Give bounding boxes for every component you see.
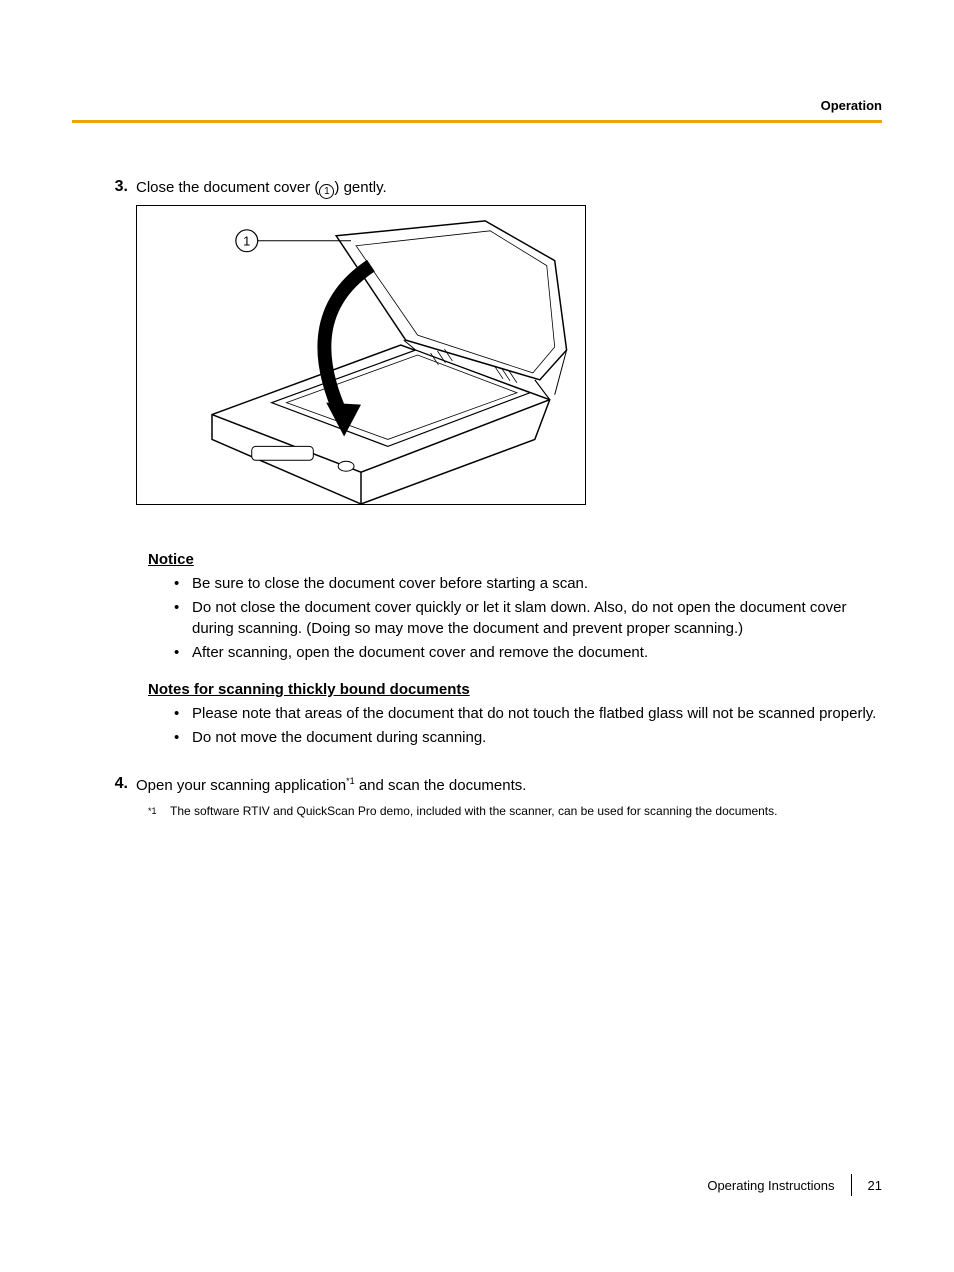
step-3-text-before: Close the document cover (: [136, 179, 319, 196]
step-4-text-before: Open your scanning application: [136, 777, 346, 794]
footer-label: Operating Instructions: [707, 1178, 850, 1193]
step-number: 3.: [108, 178, 136, 533]
list-item: Please note that areas of the document t…: [174, 704, 886, 724]
step-number: 4.: [108, 775, 136, 796]
footer-page-number: 21: [868, 1178, 882, 1193]
footer: Operating Instructions 21: [707, 1174, 882, 1196]
footnote: *1 The software RTIV and QuickScan Pro d…: [148, 804, 886, 818]
notes-thick-list: Please note that areas of the document t…: [148, 704, 886, 749]
footnote-text: The software RTIV and QuickScan Pro demo…: [170, 804, 777, 818]
notice-heading: Notice: [148, 551, 886, 568]
notice-block: Notice Be sure to close the document cov…: [148, 551, 886, 749]
list-item: After scanning, open the document cover …: [174, 643, 886, 663]
step-3-text-after: ) gently.: [334, 179, 386, 196]
step-4-text-after: and scan the documents.: [355, 777, 527, 794]
callout-inline-icon: 1: [319, 184, 334, 199]
footer-separator: [851, 1174, 852, 1196]
step-3: 3. Close the document cover (1) gently.: [108, 178, 886, 533]
step-body: Close the document cover (1) gently.: [136, 178, 886, 533]
content-area: 3. Close the document cover (1) gently.: [108, 178, 886, 818]
header-divider: [72, 120, 882, 123]
notice-list: Be sure to close the document cover befo…: [148, 574, 886, 663]
list-item: Do not move the document during scanning…: [174, 728, 886, 748]
list-item: Do not close the document cover quickly …: [174, 598, 886, 639]
notes-thick-heading: Notes for scanning thickly bound documen…: [148, 681, 886, 698]
step-body: Open your scanning application*1 and sca…: [136, 775, 886, 796]
step-3-text: Close the document cover (1) gently.: [136, 178, 886, 199]
header-section: Operation: [821, 98, 882, 113]
scanner-illustration: 1: [137, 206, 585, 504]
figure-callout-label: 1: [243, 234, 250, 249]
step-4: 4. Open your scanning application*1 and …: [108, 775, 886, 796]
list-item: Be sure to close the document cover befo…: [174, 574, 886, 594]
step-4-sup: *1: [346, 776, 355, 786]
footnote-mark: *1: [148, 804, 170, 818]
figure-scanner: 1: [136, 205, 586, 505]
